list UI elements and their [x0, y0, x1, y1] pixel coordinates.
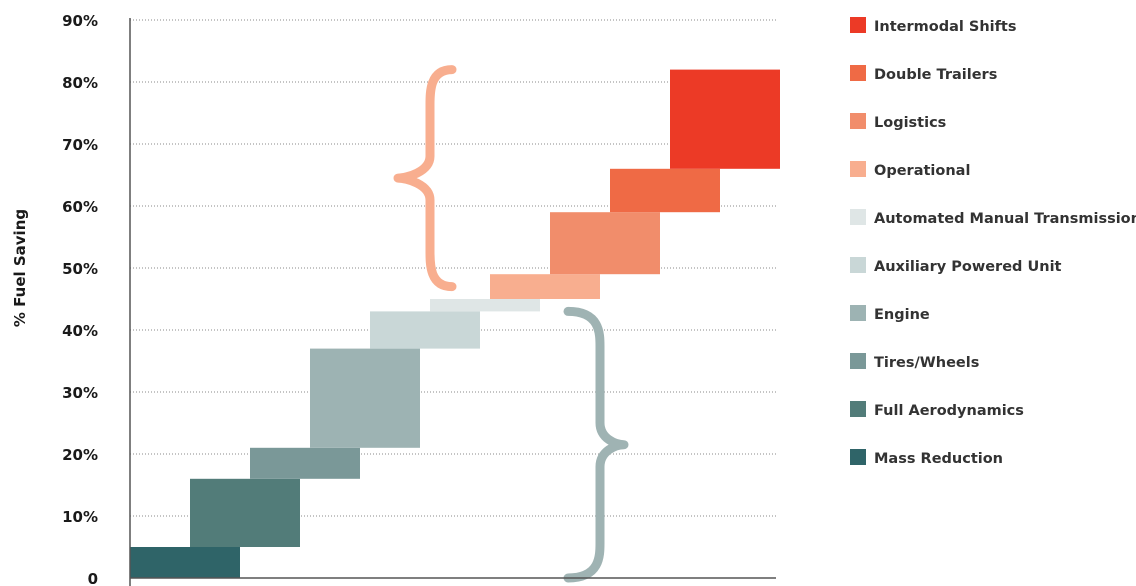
- legend-swatch-engine: [850, 305, 866, 321]
- bar-operational: [490, 274, 600, 299]
- legend-swatch-intermodal-shifts: [850, 17, 866, 33]
- bar-tires-wheels: [250, 447, 360, 479]
- y-tick-label: 60%: [62, 198, 98, 216]
- bar-engine: [310, 348, 420, 448]
- bar-intermodal-shifts: [670, 69, 780, 169]
- operational-brace: [393, 65, 457, 292]
- bar-logistics: [550, 212, 660, 275]
- legend: Intermodal Shifts Double Trailers Logistic…: [850, 17, 1136, 467]
- bar-mass-reduction: [130, 547, 240, 578]
- y-tick-labels: 0 10% 20% 30% 40% 50% 60% 70% 80% 90%: [62, 12, 98, 586]
- braces: [393, 65, 629, 583]
- legend-label-tires-wheels: Tires/Wheels: [874, 355, 979, 371]
- legend-swatch-double-trailers: [850, 65, 866, 81]
- bars: [130, 69, 780, 578]
- bar-automated-manual-transmission: [430, 299, 540, 312]
- legend-label-full-aerodynamics: Full Aerodynamics: [874, 403, 1024, 419]
- y-tick-label: 80%: [62, 74, 98, 92]
- legend-label-engine: Engine: [874, 307, 930, 323]
- legend-label-logistics: Logistics: [874, 115, 946, 131]
- legend-label-automated-manual-transmission: Automated Manual Transmission: [874, 211, 1136, 227]
- y-tick-label: 30%: [62, 384, 98, 402]
- bar-auxiliary-powered-unit: [370, 311, 480, 349]
- y-tick-label: 10%: [62, 508, 98, 526]
- y-tick-label: 50%: [62, 260, 98, 278]
- legend-swatch-logistics: [850, 113, 866, 129]
- legend-swatch-automated-manual-transmission: [850, 209, 866, 225]
- legend-swatch-mass-reduction: [850, 449, 866, 465]
- legend-swatch-tires-wheels: [850, 353, 866, 369]
- legend-label-double-trailers: Double Trailers: [874, 67, 997, 83]
- legend-swatch-operational: [850, 161, 866, 177]
- y-tick-label: 0: [88, 570, 98, 586]
- bar-double-trailers: [610, 168, 720, 213]
- y-tick-label: 20%: [62, 446, 98, 464]
- technology-brace: [563, 306, 629, 583]
- y-axis-label: % Fuel Saving: [11, 209, 29, 327]
- y-tick-label: 40%: [62, 322, 98, 340]
- legend-label-mass-reduction: Mass Reduction: [874, 451, 1003, 467]
- y-tick-label: 90%: [62, 12, 98, 30]
- legend-swatch-auxiliary-powered-unit: [850, 257, 866, 273]
- y-tick-label: 70%: [62, 136, 98, 154]
- bar-full-aerodynamics: [190, 478, 300, 547]
- legend-label-operational: Operational: [874, 163, 970, 179]
- legend-label-auxiliary-powered-unit: Auxiliary Powered Unit: [874, 259, 1062, 275]
- legend-swatch-full-aerodynamics: [850, 401, 866, 417]
- legend-label-intermodal-shifts: Intermodal Shifts: [874, 19, 1017, 35]
